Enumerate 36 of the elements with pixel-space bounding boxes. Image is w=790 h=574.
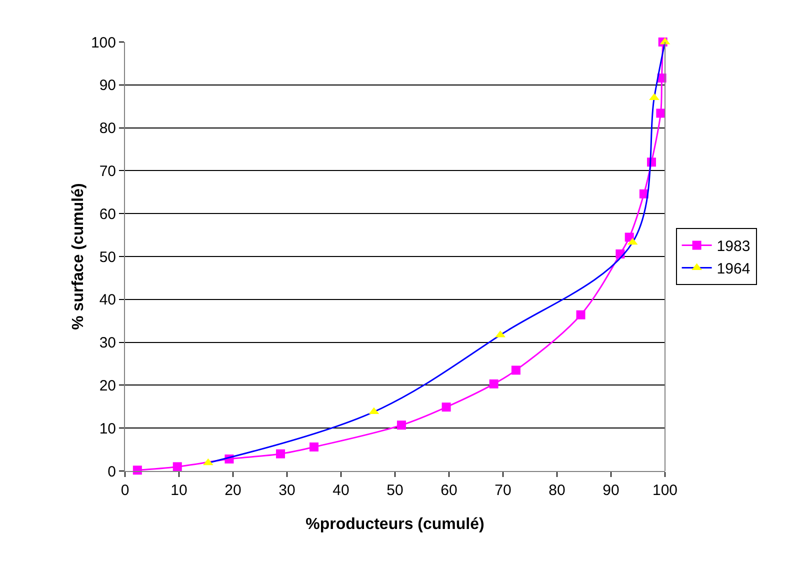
x-tick-label: 100 xyxy=(652,482,678,499)
x-tick-label: 80 xyxy=(548,482,566,499)
y-tick-label: 70 xyxy=(99,162,116,180)
point xyxy=(649,93,660,100)
y-tick-label: 80 xyxy=(99,120,116,138)
point xyxy=(656,108,666,118)
y-tick-label: 60 xyxy=(99,206,116,223)
point xyxy=(310,442,318,452)
point xyxy=(576,310,586,320)
y-tick-label: 50 xyxy=(99,248,116,266)
x-tick-label: 20 xyxy=(224,482,242,499)
legend-label: 1983 xyxy=(716,238,750,256)
y-tick-label: 90 xyxy=(99,77,116,94)
y-tick-label: 0 xyxy=(108,463,116,480)
y-tick-label: 10 xyxy=(99,420,116,438)
point xyxy=(489,379,498,388)
point xyxy=(396,420,406,430)
x-tick-label: 60 xyxy=(440,482,458,499)
x-tick-label: 40 xyxy=(332,482,350,499)
x-tick-label: 10 xyxy=(170,482,188,499)
point xyxy=(276,449,286,458)
x-tick-label: 90 xyxy=(602,482,620,499)
x-tick-label: 70 xyxy=(494,482,512,499)
y-tick-label: 40 xyxy=(99,292,116,309)
y-axis-title: % surface (cumulé) xyxy=(70,183,87,330)
x-tick-label: 30 xyxy=(278,482,296,499)
point xyxy=(511,366,520,375)
legend-label: 1964 xyxy=(716,260,750,278)
y-tick-label: 30 xyxy=(99,334,116,352)
x-tick-label: 0 xyxy=(120,482,130,499)
y-tick-label: 20 xyxy=(99,377,116,394)
point xyxy=(442,402,451,412)
x-axis-title: %producteurs (cumulé) xyxy=(306,516,484,533)
point xyxy=(172,462,182,472)
x-tick-label: 50 xyxy=(386,482,404,499)
y-tick-label: 100 xyxy=(90,34,116,52)
